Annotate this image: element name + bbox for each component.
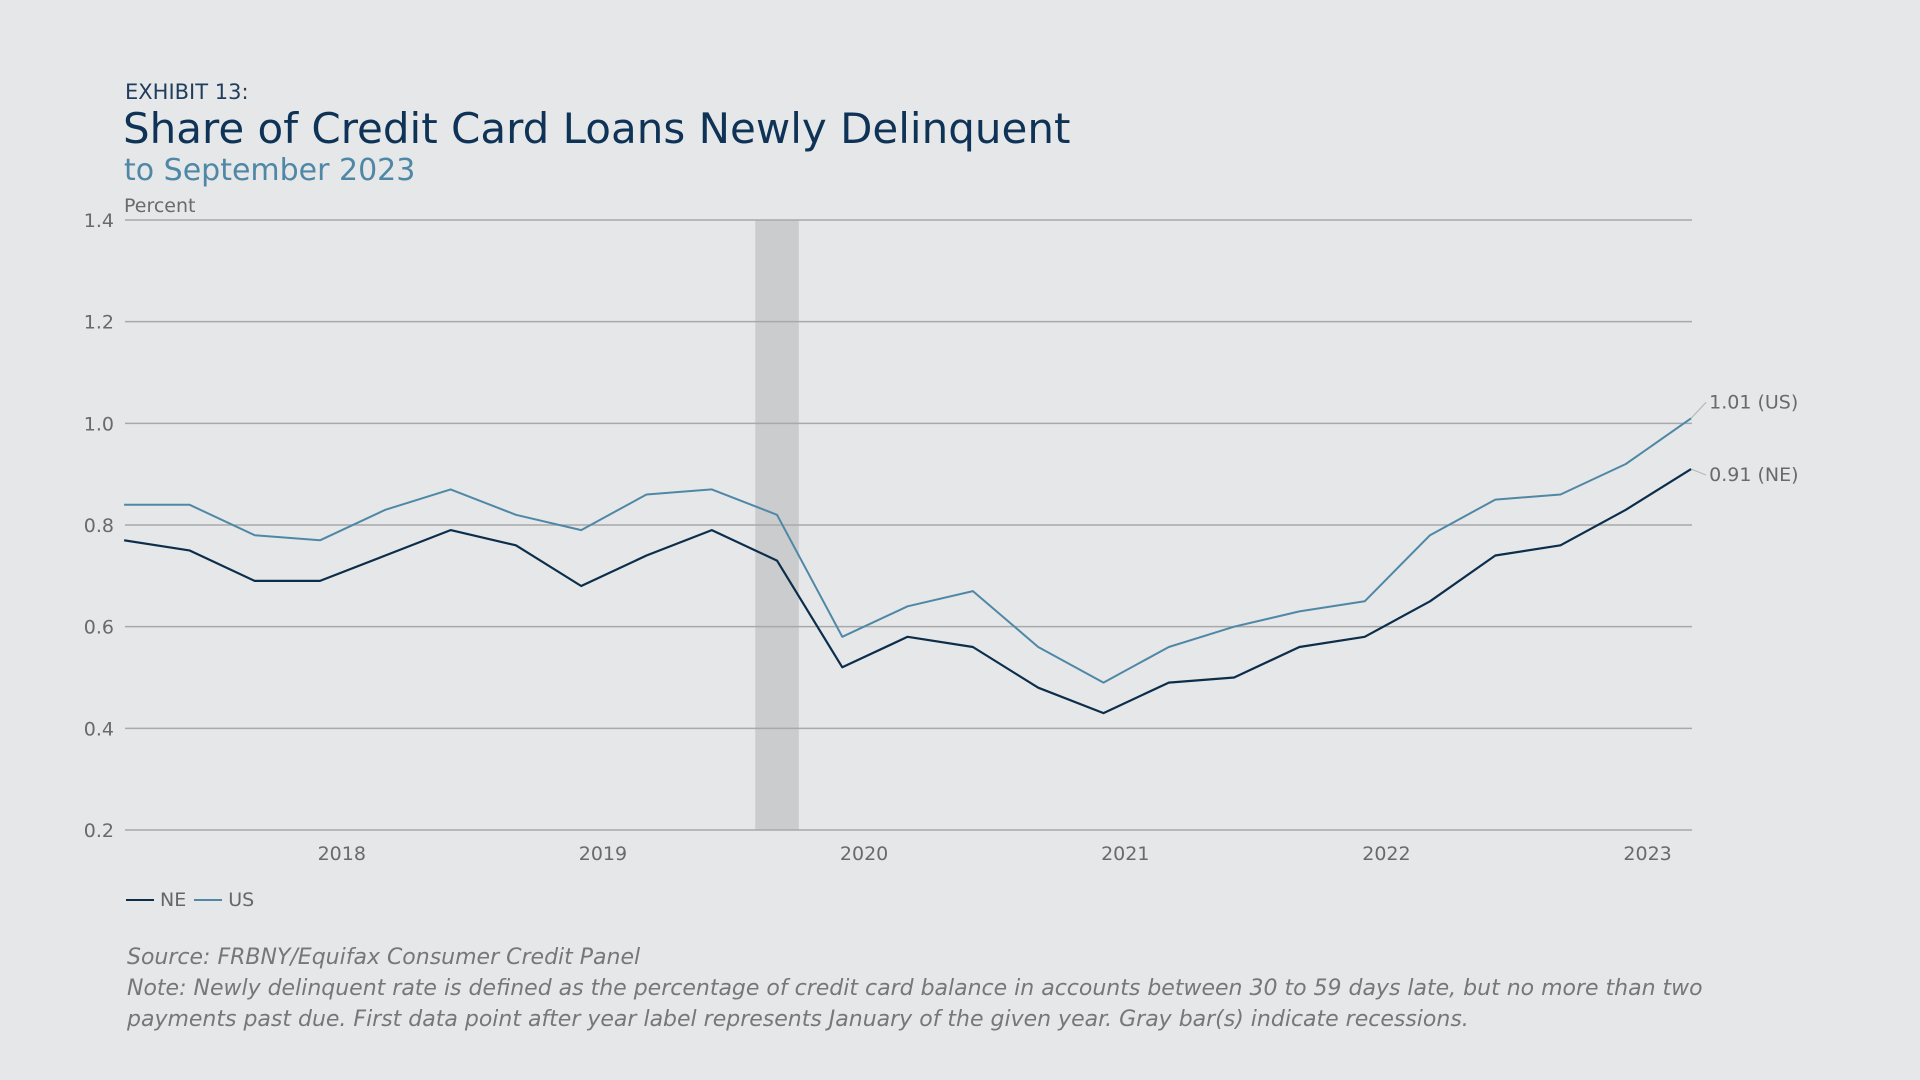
x-tick-label: 2019 [579, 843, 627, 865]
legend-label-us: US [228, 889, 255, 911]
x-tick-label: 2022 [1362, 843, 1410, 865]
x-tick-label: 2023 [1623, 843, 1671, 865]
legend: NE US [126, 889, 262, 911]
series-line-us [124, 417, 1692, 684]
y-tick-label: 0.6 [84, 617, 114, 639]
legend-label-ne: NE [160, 889, 187, 911]
x-tick-label: 2021 [1101, 843, 1149, 865]
y-tick-label: 0.4 [84, 718, 114, 740]
chart-title: Share of Credit Card Loans Newly Delinqu… [123, 104, 1071, 153]
legend-swatch-us [194, 899, 223, 901]
y-tick-label: 1.4 [84, 210, 114, 232]
y-tick-label: 0.2 [84, 820, 114, 842]
y-axis-label: Percent [124, 195, 196, 217]
x-tick-label: 2020 [840, 843, 888, 865]
legend-item-us: US [194, 889, 254, 911]
chart-subtitle: to September 2023 [124, 153, 416, 188]
end-label-us: 1.01 (US) [1709, 391, 1798, 413]
end-label-leader [1690, 468, 1707, 476]
y-tick-label: 0.8 [84, 515, 114, 537]
source-note: Source: FRBNY/Equifax Consumer Credit Pa… [127, 945, 641, 970]
exhibit-label: EXHIBIT 13: [125, 80, 249, 104]
y-tick-label: 1.2 [84, 312, 114, 334]
x-tick-label: 2018 [318, 843, 366, 865]
legend-item-ne: NE [126, 889, 186, 911]
line-chart: 0.2 0.4 0.6 0.8 1.0 1.2 1.4 Percent 2018 2019 2020… [84, 195, 1799, 865]
series-line-ne [123, 468, 1692, 715]
end-label-ne: 0.91 (NE) [1709, 464, 1798, 486]
definition-note: Note: Newly delinquent rate is defined a… [127, 976, 1703, 1032]
end-label-leader [1690, 401, 1707, 419]
y-tick-label: 1.0 [84, 413, 114, 435]
legend-swatch-ne [126, 899, 154, 901]
footnotes: Source: FRBNY/Equifax Consumer Credit Pa… [127, 942, 1817, 1035]
